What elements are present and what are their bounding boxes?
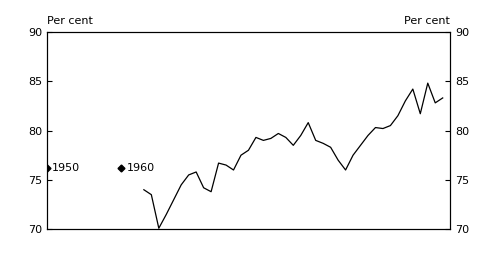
- Text: 1960: 1960: [127, 163, 155, 173]
- Text: Per cent: Per cent: [404, 16, 450, 26]
- Text: Per cent: Per cent: [47, 16, 92, 26]
- Text: 1950: 1950: [52, 163, 80, 173]
